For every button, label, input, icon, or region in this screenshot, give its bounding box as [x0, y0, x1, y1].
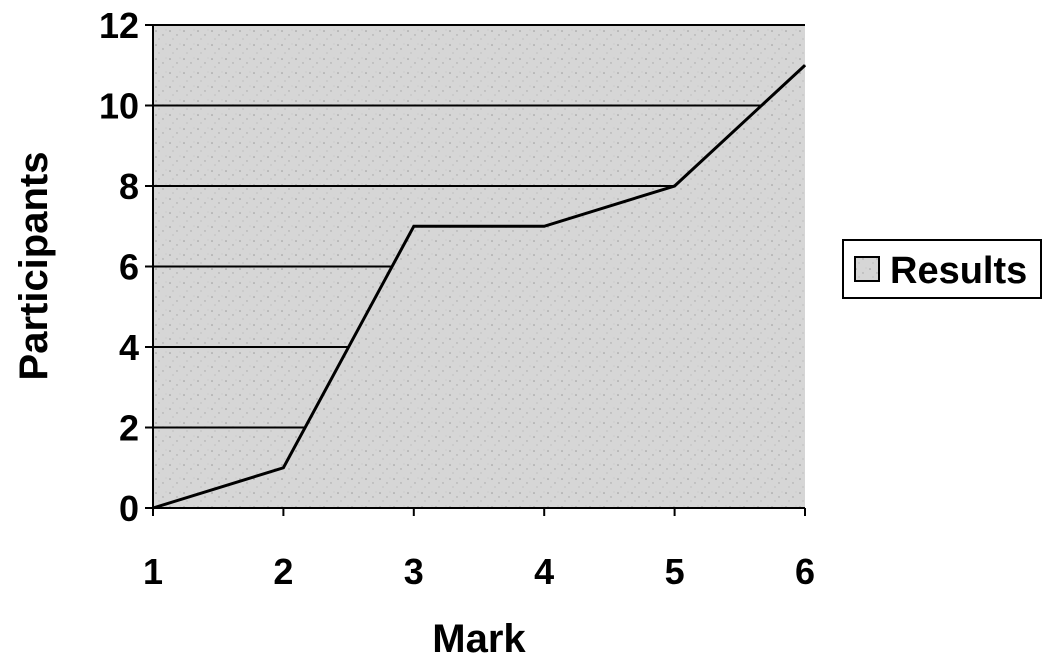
x-tick-label-3: 3 [404, 551, 424, 592]
x-tick-label-6: 6 [795, 551, 815, 592]
x-tick-label-5: 5 [665, 551, 685, 592]
data-point-3 [413, 225, 415, 227]
y-tick-label-0: 0 [119, 488, 139, 529]
x-tick-label-2: 2 [273, 551, 293, 592]
y-tick-label-12: 12 [99, 5, 139, 46]
x-axis-title: Mark [432, 617, 526, 660]
y-tick-labels: 0 2 4 6 8 10 12 [99, 5, 139, 529]
legend-label-results: Results [890, 250, 1027, 292]
data-point-2 [282, 467, 284, 469]
data-point-4 [543, 225, 545, 227]
axes [145, 24, 806, 516]
legend-swatch [854, 256, 880, 282]
x-tick-label-4: 4 [534, 551, 554, 592]
y-tick-label-2: 2 [119, 408, 139, 449]
x-tick-label-1: 1 [143, 551, 163, 592]
legend: Results [842, 239, 1042, 299]
y-tick-label-6: 6 [119, 247, 139, 288]
y-tick-label-4: 4 [119, 327, 139, 368]
area-fill-results [153, 65, 805, 508]
y-tick-label-8: 8 [119, 166, 139, 207]
series-line-results [152, 64, 807, 510]
data-point-5 [674, 185, 676, 187]
y-axis-title: Participants [12, 152, 56, 381]
y-tick-label-10: 10 [99, 86, 139, 127]
x-tick-labels: 1 2 3 4 5 6 [143, 551, 815, 592]
data-point-6 [804, 64, 806, 66]
